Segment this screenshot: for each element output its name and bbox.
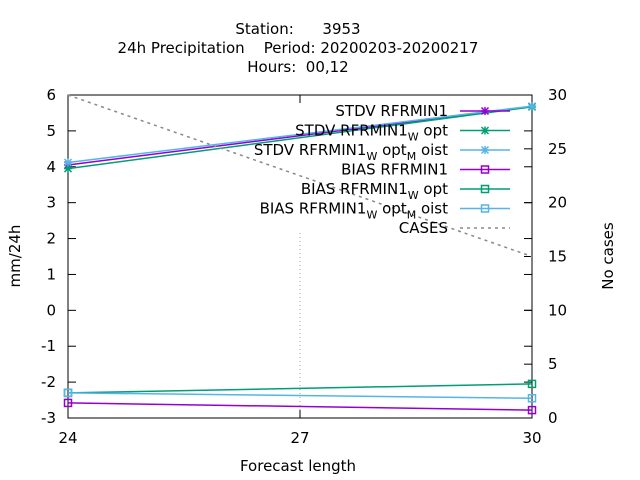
y-tick-label: 5 (46, 122, 56, 140)
x-tick-label: 24 (58, 429, 77, 447)
y2-tick-label: 25 (548, 140, 567, 158)
y-tick-label: -2 (41, 373, 56, 391)
legend-label: CASES (399, 219, 448, 237)
series-point-2-1 (527, 102, 537, 111)
y2-tick-label: 10 (548, 301, 567, 319)
y-tick-label: 4 (46, 158, 56, 176)
series-line-1 (67, 106, 533, 170)
title-line-station: Station: 3953 (235, 20, 360, 38)
legend-marker (480, 204, 490, 213)
legend-marker (480, 184, 490, 194)
y2-tick-label: 30 (548, 86, 567, 104)
y2-axis-label: No cases (599, 222, 617, 290)
series-layer (63, 94, 537, 415)
series-point-3-1 (527, 405, 537, 415)
legend-item-3: BIAS RFRMIN1 (341, 161, 510, 179)
series-line-5 (67, 392, 533, 400)
y-tick-label: -3 (41, 409, 56, 427)
y-tick-label: 0 (46, 301, 56, 319)
legend-marker (480, 106, 490, 116)
title-line-hours: Hours: 00,12 (247, 58, 348, 76)
series-line-4 (67, 383, 533, 394)
legend-item-1: STDV RFRMIN1W opt (295, 122, 510, 144)
legend-label: STDV RFRMIN1W optM oist (254, 141, 448, 163)
legend-label: STDV RFRMIN1W opt (295, 122, 448, 144)
legend-label: BIAS RFRMIN1 (341, 161, 448, 179)
series-line-2 (67, 105, 533, 164)
x-axis-label: Forecast length (240, 457, 356, 475)
y-tick-label: -1 (41, 337, 56, 355)
y-tick-label: 1 (46, 265, 56, 283)
y2-tick-label: 0 (548, 409, 558, 427)
legend-item-6: CASES (399, 219, 510, 237)
legend-item-4: BIAS RFRMIN1W opt (301, 180, 510, 202)
y2-tick-label: 5 (548, 355, 558, 373)
legend-item-2: STDV RFRMIN1W optM oist (254, 141, 510, 163)
y-tick-label: 6 (46, 86, 56, 104)
y2-tick-label: 15 (548, 248, 567, 266)
legend-label: STDV RFRMIN1 (335, 102, 448, 120)
series-point-5-0 (63, 388, 73, 398)
legend-label: BIAS RFRMIN1W optM oist (260, 200, 449, 222)
series-point-2-0 (63, 158, 73, 167)
y-tick-label: 3 (46, 194, 56, 212)
series-point-5-1 (527, 394, 537, 403)
series-line-6 (67, 94, 533, 258)
legend-marker (480, 126, 490, 135)
legend-item-5: BIAS RFRMIN1W optM oist (260, 200, 510, 222)
x-tick-label: 27 (290, 429, 309, 447)
series-point-4-1 (527, 379, 537, 389)
legend-label: BIAS RFRMIN1W opt (301, 180, 448, 202)
tick-labels: -3 -2 -1 0 1 2 3 4 5 6 0 5 10 15 20 25 30 24 27 30 (41, 86, 567, 447)
title-line-period: 24h Precipitation Period: 20200203-20200… (118, 39, 479, 57)
y-tick-label: 2 (46, 230, 56, 248)
series-point-3-0 (63, 398, 73, 408)
series-line-3 (67, 402, 533, 411)
y-axis-label: mm/24h (6, 225, 24, 288)
legend-marker (480, 165, 490, 174)
legend-marker (480, 145, 490, 155)
legend-item-0: STDV RFRMIN1 (335, 102, 510, 120)
y2-tick-label: 20 (548, 194, 567, 212)
chart-title: Station: 3953 24h Precipitation Period: … (118, 20, 479, 76)
x-tick-label: 30 (522, 429, 541, 447)
